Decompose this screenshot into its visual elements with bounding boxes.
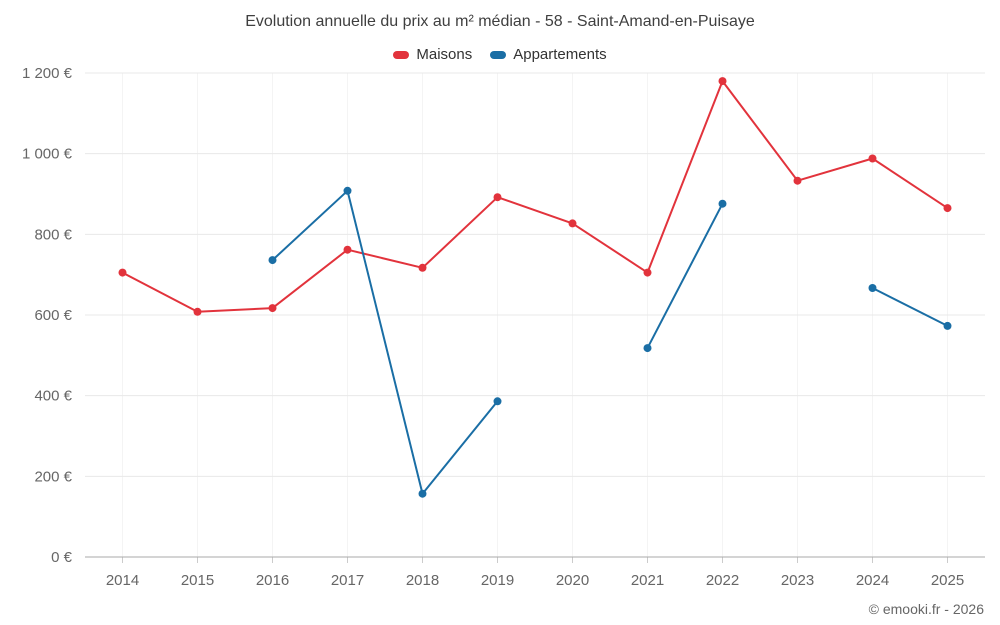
legend-label-maisons: Maisons <box>416 46 473 63</box>
y-axis-label: 600 € <box>34 307 72 324</box>
maisons-point[interactable] <box>418 263 427 272</box>
legend: Maisons Appartements <box>0 46 1000 63</box>
x-axis-label: 2020 <box>556 572 589 589</box>
maisons-point[interactable] <box>493 193 502 202</box>
appartements-swatch-icon <box>490 50 507 59</box>
x-axis-label: 2022 <box>706 572 739 589</box>
y-axis-label: 200 € <box>34 468 72 485</box>
maisons-point[interactable] <box>643 268 652 277</box>
appartements-point[interactable] <box>643 344 652 353</box>
x-axis-label: 2019 <box>481 572 514 589</box>
maisons-point[interactable] <box>268 304 277 313</box>
x-axis-label: 2017 <box>331 572 364 589</box>
maisons-point[interactable] <box>118 268 127 277</box>
appartements-point[interactable] <box>268 256 277 265</box>
appartements-point[interactable] <box>343 186 352 195</box>
y-axis-label: 1 000 € <box>22 146 73 163</box>
maisons-point[interactable] <box>943 204 952 213</box>
x-axis-label: 2015 <box>181 572 214 589</box>
maisons-point[interactable] <box>568 219 577 228</box>
maisons-point[interactable] <box>193 307 202 316</box>
appartements-point[interactable] <box>868 284 877 292</box>
y-axis-label: 1 200 € <box>22 65 73 82</box>
x-axis-label: 2018 <box>406 572 439 589</box>
maisons-swatch-icon <box>393 50 410 59</box>
maisons-point[interactable] <box>718 77 727 86</box>
maisons-point[interactable] <box>343 245 352 254</box>
appartements-point[interactable] <box>943 321 952 330</box>
y-axis-label: 800 € <box>34 226 72 243</box>
x-axis-label: 2016 <box>256 572 289 589</box>
appartements-point[interactable] <box>418 489 427 498</box>
copyright: © emooki.fr - 2026 <box>868 601 984 617</box>
legend-label-appartements: Appartements <box>513 46 607 63</box>
x-axis-label: 2025 <box>931 572 964 589</box>
maisons-point[interactable] <box>793 176 802 185</box>
chart-title: Evolution annuelle du prix au m² médian … <box>245 13 755 30</box>
appartements-point[interactable] <box>718 199 727 208</box>
maisons-point[interactable] <box>868 154 877 163</box>
maisons-line <box>121 80 949 313</box>
x-axis-label: 2021 <box>631 572 664 589</box>
legend-item-maisons[interactable]: Maisons <box>393 46 472 63</box>
x-axis-label: 2023 <box>781 572 814 589</box>
appartements-point[interactable] <box>493 397 502 406</box>
appartements-line <box>271 189 949 495</box>
x-axis-label: 2024 <box>856 572 889 589</box>
y-axis-label: 0 € <box>51 549 73 566</box>
y-axis-label: 400 € <box>34 388 72 405</box>
x-axis-label: 2014 <box>106 572 139 589</box>
legend-item-appartements[interactable]: Appartements <box>490 46 607 63</box>
